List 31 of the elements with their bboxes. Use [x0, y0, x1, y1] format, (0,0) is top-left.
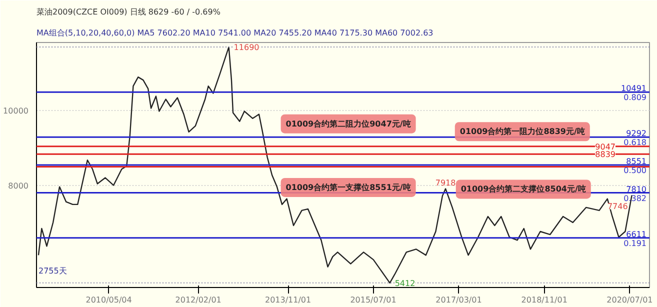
annotation: 01009合约第一阻力位8839元/吨 — [460, 127, 585, 136]
annotation: 01009合约第一支撑位8551元/吨 — [286, 182, 411, 192]
annotation: 7746 — [607, 202, 628, 212]
ref-line-label: 10491 — [621, 84, 647, 94]
x-tick-label: 2012/02/01 — [175, 296, 222, 304]
annotation: 01009合约第二阻力位9047元/吨 — [286, 119, 411, 128]
chart-title: 菜油2009(CZCE OI009) 日线 8629 -60 / -0.69% — [36, 8, 221, 16]
y-tick-label: 10000 — [3, 106, 29, 116]
annotation: 5412 — [394, 278, 416, 288]
ref-line-label: 7810 — [626, 184, 646, 194]
ref-line-label: 8551 — [626, 156, 646, 166]
annotation: 0.809 — [624, 93, 647, 102]
annotation: 0.191 — [624, 238, 647, 248]
ref-line-label: 8839 — [595, 150, 616, 160]
annotation: 2755天 — [38, 266, 67, 276]
x-tick-label: 2013/11/01 — [264, 296, 312, 304]
annotation: 0.618 — [624, 138, 647, 148]
annotation: 11690 — [234, 43, 260, 52]
ref-line-label: 9047 — [595, 142, 616, 152]
annotation: 0.500 — [624, 166, 647, 175]
ref-line-label: 6611 — [626, 230, 646, 239]
annotation: 01009合约第二支撑位8504元/吨 — [460, 184, 586, 194]
x-tick-label: 2017/03/01 — [436, 296, 482, 304]
chart-subtitle: MA组合(5,10,20,40,60,0) MA5 7602.20 MA10 7541.00 MA20 7455.20 MA40 7175.30 MA60 7002.63 — [36, 28, 434, 38]
x-tick-label: 2020/07/01 — [606, 296, 653, 304]
x-tick-label: 2018/11/01 — [521, 296, 568, 304]
annotation: 7918 — [435, 178, 456, 188]
y-tick-label: 8000 — [8, 182, 28, 191]
x-tick-label: 2015/07/01 — [350, 296, 396, 304]
x-tick-label: 2010/05/04 — [86, 296, 132, 304]
ref-line-label: 9292 — [626, 129, 646, 138]
